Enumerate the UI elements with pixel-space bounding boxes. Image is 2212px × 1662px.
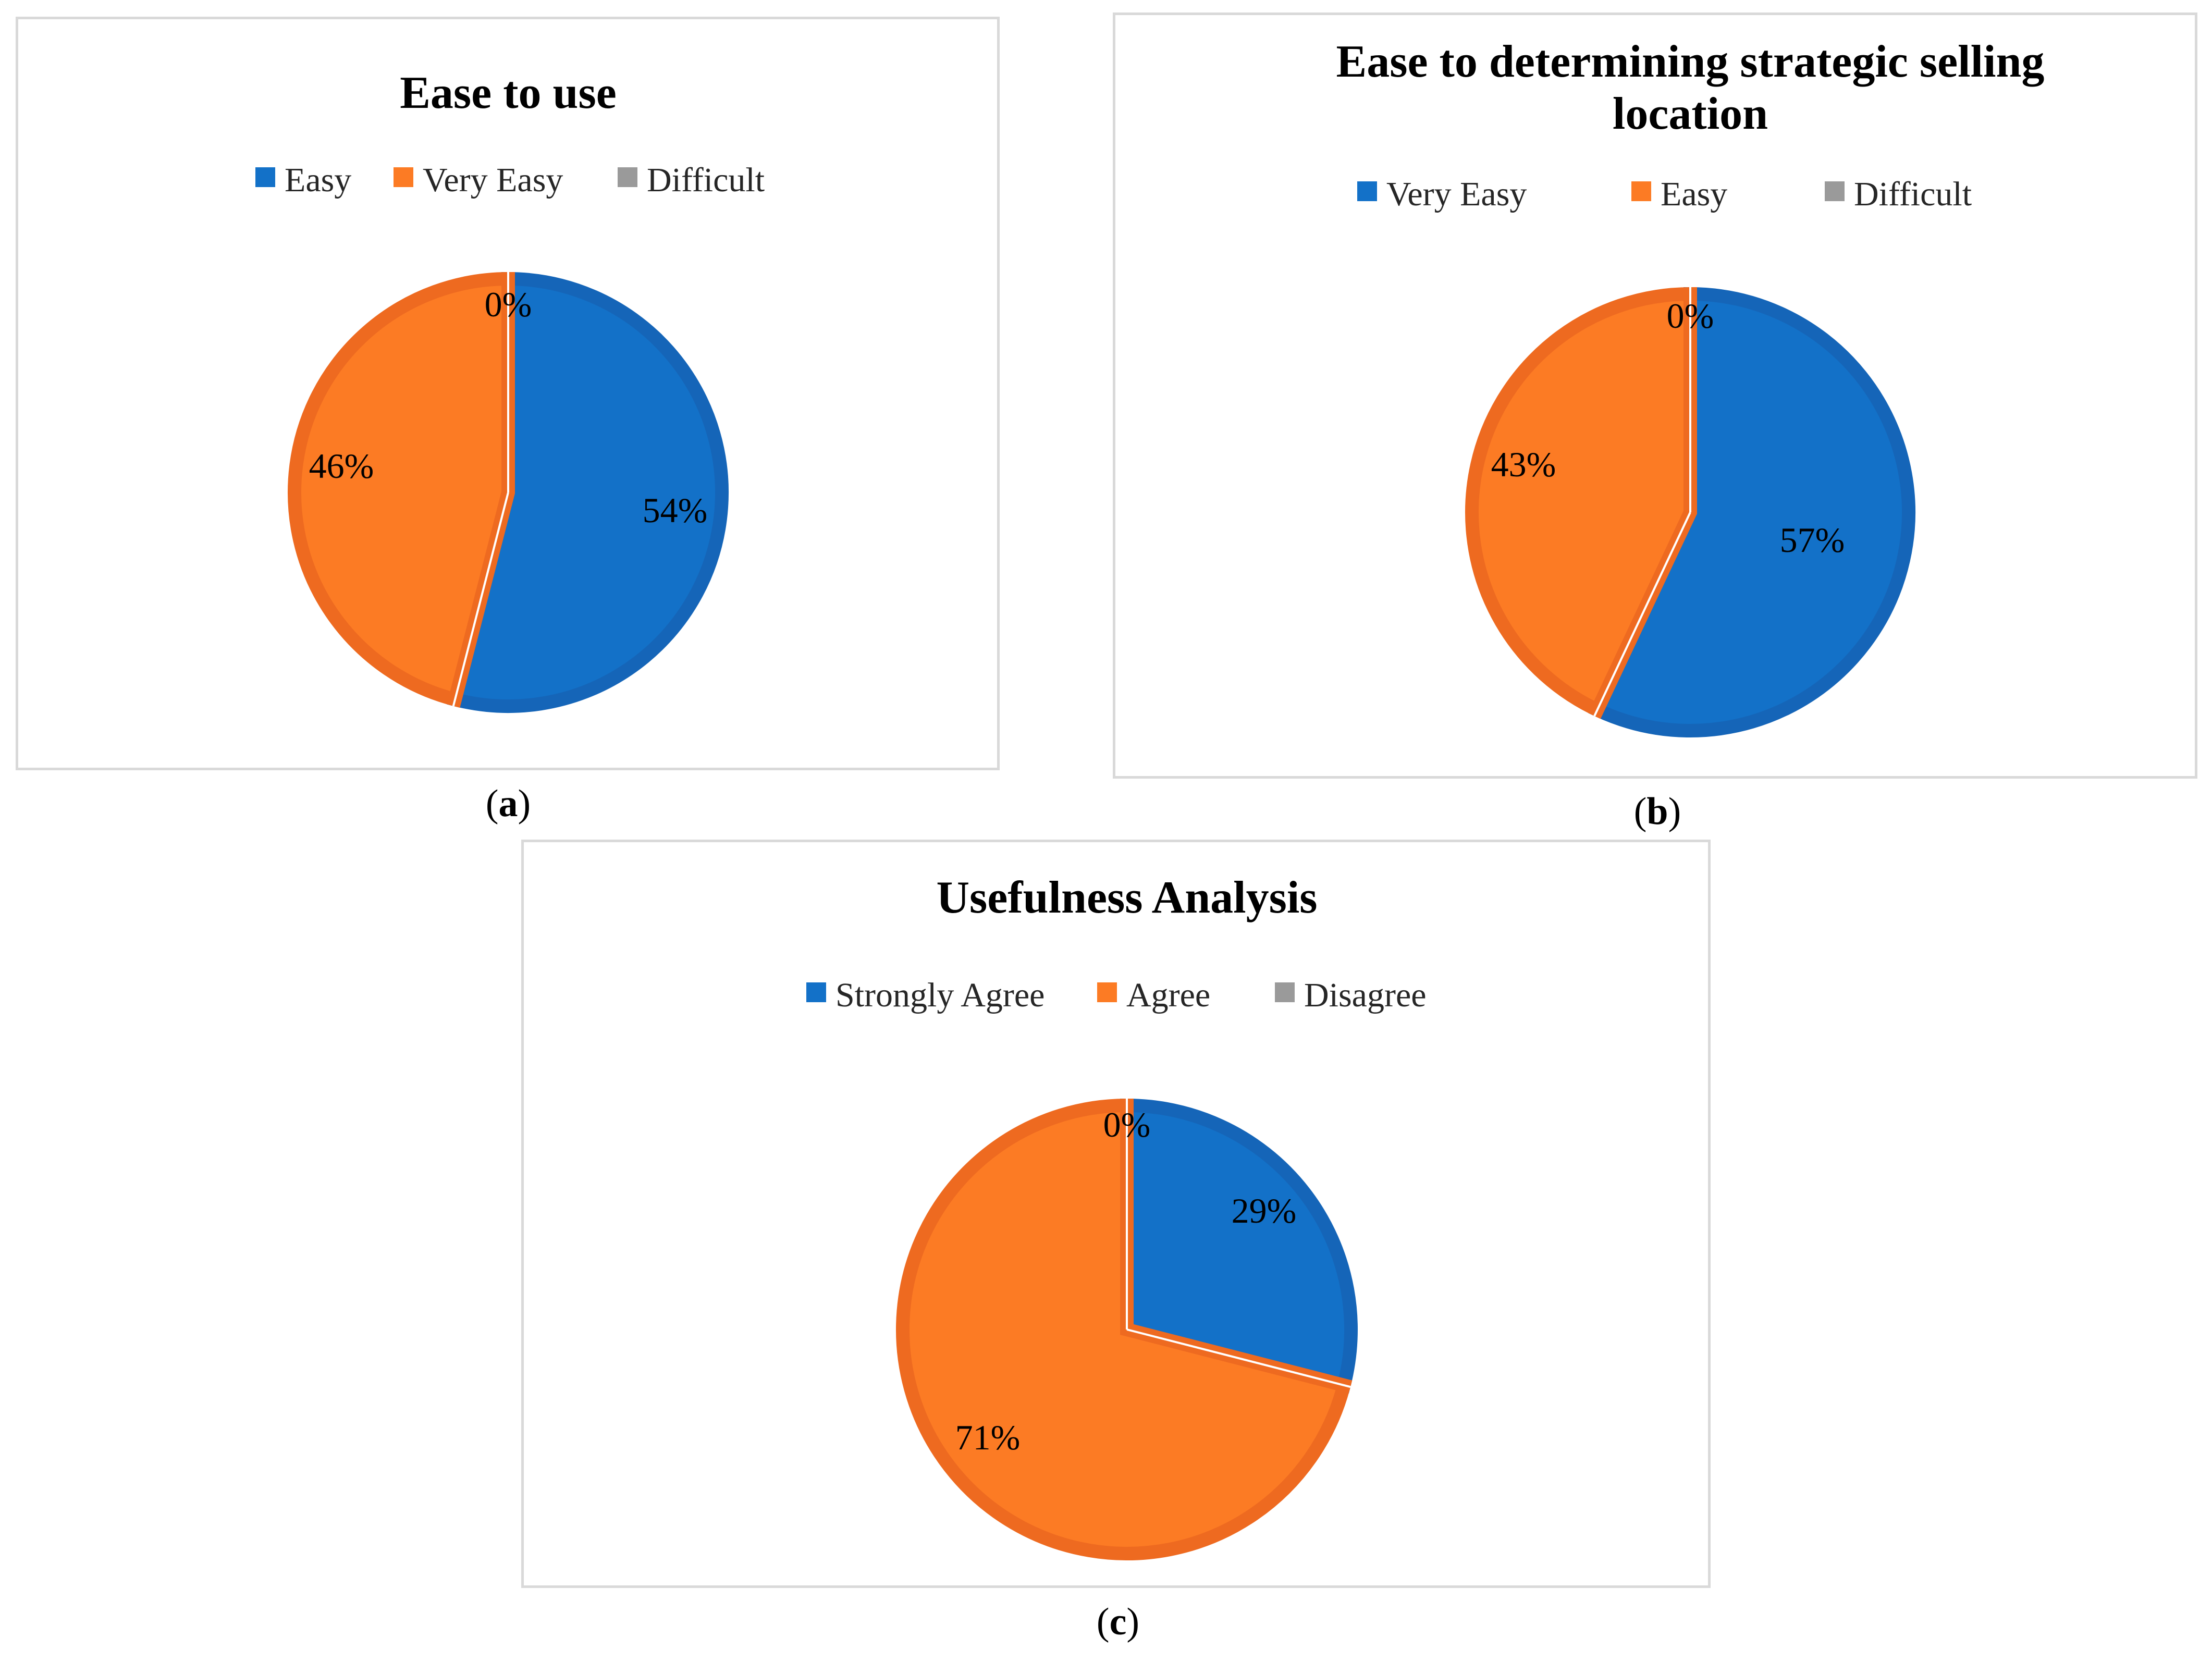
legend-label-very-easy: Very Easy	[1386, 175, 1527, 213]
chart-panel-c: Usefulness Analysis Strongly Agree Agree Di…	[521, 840, 1711, 1588]
slice-separator	[1593, 512, 1691, 717]
data-label-easy: 43%	[1491, 445, 1556, 484]
legend-swatch-disagree	[1275, 982, 1295, 1002]
legend-label-difficult: Difficult	[1854, 175, 1972, 213]
data-label-strongly-agree: 29%	[1232, 1191, 1297, 1230]
chart-panel-b: Ease to determining strategic selling loc…	[1113, 13, 2197, 779]
chart-title-b-line2: location	[1613, 89, 1768, 139]
slice-separator	[1126, 1328, 1351, 1388]
legend-label-agree: Agree	[1126, 976, 1210, 1014]
legend-swatch-very-easy	[394, 167, 413, 187]
data-label-difficult: 0%	[485, 285, 532, 324]
pie-chart-a: Ease to use Easy Very Easy Difficult 54% 46% 0…	[255, 68, 765, 713]
legend-label-strongly-agree: Strongly Agree	[835, 976, 1044, 1014]
data-label-easy: 54%	[643, 490, 708, 530]
chart-title-c: Usefulness Analysis	[936, 872, 1317, 923]
legend-swatch-easy	[255, 167, 275, 187]
pie-chart-c: Usefulness Analysis Strongly Agree Agree Di…	[806, 872, 1427, 1560]
legend-swatch-agree	[1097, 982, 1117, 1002]
pie-slice-easy	[447, 272, 729, 713]
legend-swatch-difficult	[618, 167, 637, 187]
chart-title-a: Ease to use	[400, 68, 617, 118]
pie-slice-very-easy	[1588, 287, 1915, 737]
data-label-very-easy: 46%	[309, 446, 374, 486]
chart-panel-a: Ease to use Easy Very Easy Difficult 54% 46% 0…	[16, 17, 1000, 770]
pie-slice-strongly-agree	[1120, 1098, 1358, 1394]
data-label-agree: 71%	[955, 1418, 1021, 1457]
legend-label-easy: Easy	[1661, 175, 1727, 213]
legend-swatch-very-easy	[1357, 181, 1377, 201]
legend-label-difficult: Difficult	[647, 161, 765, 199]
slice-separator	[452, 492, 509, 707]
data-label-difficult: 0%	[1667, 296, 1714, 336]
legend-swatch-strongly-agree	[806, 982, 826, 1002]
legend-label-very-easy: Very Easy	[423, 161, 563, 199]
caption-c: (c)	[1096, 1601, 1140, 1643]
pie-chart-b: Ease to determining strategic sellingloc…	[1336, 36, 2045, 737]
legend-label-easy: Easy	[285, 161, 351, 199]
pie-slice-very-easy	[288, 272, 515, 708]
pie-slice-easy	[1465, 287, 1697, 719]
legend-swatch-difficult	[1825, 181, 1845, 201]
chart-title-b: Ease to determining strategic selling	[1336, 36, 2045, 87]
data-label-disagree: 0%	[1103, 1105, 1151, 1144]
caption-a: (a)	[485, 782, 531, 825]
legend-swatch-easy	[1631, 181, 1651, 201]
data-label-very-easy: 57%	[1780, 520, 1845, 560]
legend-label-disagree: Disagree	[1304, 976, 1427, 1014]
pie-slice-agree	[896, 1098, 1353, 1560]
caption-b: (b)	[1633, 790, 1681, 833]
